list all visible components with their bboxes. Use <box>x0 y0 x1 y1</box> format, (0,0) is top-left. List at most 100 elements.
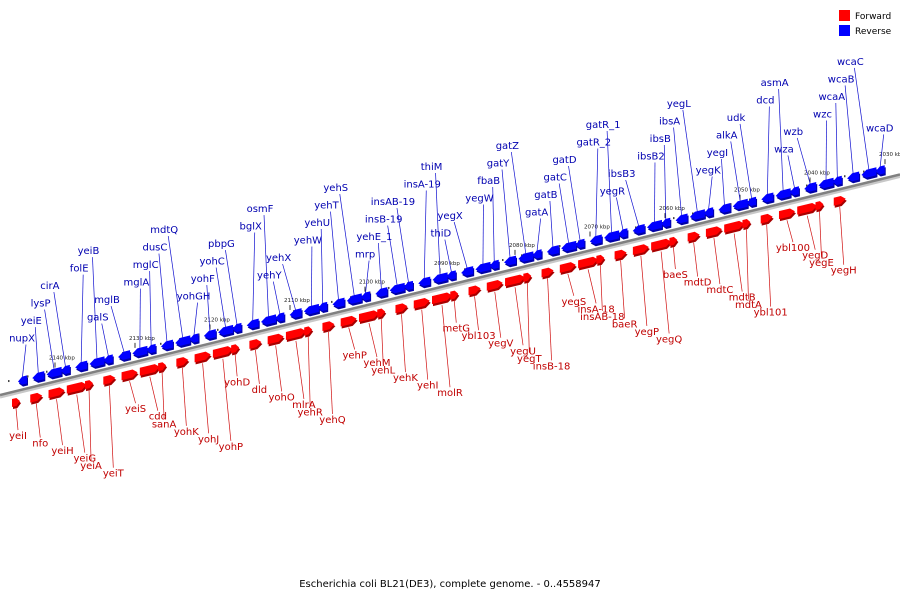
gene-label: asmA <box>761 78 789 89</box>
gene-arrow-wcaB <box>847 171 860 182</box>
gene-label: gatB <box>534 190 557 201</box>
gene-label: yeiH <box>51 446 73 457</box>
gene-label: ybl101 <box>754 308 788 319</box>
gene-arrow-mglB <box>118 350 131 360</box>
gene-label: molR <box>437 388 463 399</box>
gene-label: insA-19 <box>404 180 441 191</box>
axis-line <box>0 173 900 397</box>
gene-label: mdtD <box>684 278 712 289</box>
gene-label: alkA <box>716 130 738 141</box>
gene-label: yeiG <box>73 454 96 465</box>
gene-arrow-yeiG <box>66 381 87 394</box>
tick-label: 2070 kbp <box>584 224 610 230</box>
gene-label: yegE <box>809 258 834 269</box>
gene-label: yohGH <box>177 292 211 303</box>
gene-label: yegX <box>438 211 463 222</box>
gene-arrow-gatA <box>532 249 542 259</box>
genome-axis <box>0 173 900 399</box>
gene-label: yohP <box>219 442 243 453</box>
gene-arrow-baeS <box>669 236 678 246</box>
gene-arrow-insAB-19 <box>403 280 413 291</box>
gene-arrow-yehW <box>303 303 319 315</box>
gene-label: ybl103 <box>461 331 495 342</box>
gene-arrow-yegV <box>486 280 503 291</box>
legend-forward-swatch <box>839 10 850 21</box>
tick-label: 2120 kbp <box>204 318 230 324</box>
gene-arrow-yohF <box>203 329 216 339</box>
gene-label: pbpG <box>208 239 235 250</box>
gene-label: yeiB <box>78 246 100 257</box>
tick-label: 2140 kbp <box>49 356 75 362</box>
gene-arrow-galS <box>103 354 113 364</box>
gene-arrow-yegP <box>632 244 649 255</box>
gene-arrow-alkA <box>732 198 748 210</box>
gene-arrow-ybl100 <box>778 208 795 220</box>
gene-arrow-gatR_2 <box>589 234 602 245</box>
gene-arrow-yegD <box>797 203 818 215</box>
gene-label: wcaC <box>837 57 864 68</box>
gene-arrow-ybl101 <box>760 213 773 224</box>
gene-label: yehX <box>266 253 291 264</box>
gene-label: yehK <box>393 373 418 384</box>
legend: Forward Reverse <box>839 10 892 37</box>
gene-arrow-yegK <box>704 207 714 217</box>
gene-label: mrp <box>355 250 375 261</box>
gene-label: insB-18 <box>533 361 571 372</box>
gene-label: fbaB <box>477 176 500 187</box>
tick-label: 2060 kbp <box>659 206 685 212</box>
gene-arrow-metG <box>450 290 459 300</box>
gene-label: yehW <box>294 236 322 247</box>
gene-arrow-yohJ <box>194 351 211 363</box>
gene-arrow-molR <box>432 292 452 305</box>
gene-label: wzb <box>783 127 803 138</box>
gene-label: bglX <box>240 222 262 233</box>
gene-label: yohO <box>269 392 295 403</box>
gene-arrow-yehK <box>395 303 408 314</box>
gene-arrow-gatC <box>561 240 577 252</box>
gene-arrow-cdd <box>139 364 160 376</box>
gene-label: yegR <box>600 186 625 197</box>
gene-label: yehL <box>371 366 395 377</box>
gene-arrow-gatZ <box>518 251 534 262</box>
gene-arrow-yehI <box>413 297 430 309</box>
gene-label: mglA <box>124 278 150 289</box>
genome-caption: Escherichia coli BL21(DE3), complete gen… <box>299 579 601 590</box>
gene-arrow-yehL <box>377 308 386 318</box>
gene-label: yohC <box>199 257 224 268</box>
gene-arrow-wzb <box>804 182 817 192</box>
gene-arrow-mdtQ <box>175 335 191 346</box>
gene-label: yehY <box>257 271 282 282</box>
gene-arrow-yeiH <box>48 387 65 399</box>
gene-label: mdtA <box>735 300 762 311</box>
gene-label: mglB <box>94 295 120 306</box>
gene-label: yehM <box>363 358 390 369</box>
gene-arrow-insA-19 <box>418 276 431 287</box>
gene-arrow-mdtA <box>742 219 751 229</box>
gene-arrow-bglX <box>246 318 259 329</box>
gene-arrow-wcaA <box>832 175 842 185</box>
gene-arrow-yohC <box>218 324 234 336</box>
gene-arrow-ybl103 <box>468 285 481 296</box>
gene-arrow-dusC <box>160 339 173 350</box>
gene-arrow-yeiI <box>12 397 20 408</box>
gene-label: yehI <box>417 381 438 392</box>
gene-label: lysP <box>31 299 51 310</box>
gene-label: yegV <box>488 339 513 350</box>
gene-label: yeiE <box>21 316 42 327</box>
gene-label: yegI <box>707 148 728 159</box>
gene-label: mlrA <box>292 400 316 411</box>
tick-label: 2040 kbp <box>804 171 830 177</box>
gene-arrow-wza <box>789 186 799 196</box>
gene-arrow-yegH <box>833 196 846 206</box>
gene-arrow-wcaD <box>875 165 885 175</box>
gene-arrow-yehM <box>358 310 379 323</box>
gene-label: yehP <box>342 351 366 362</box>
tick-label: 2080 kbp <box>509 243 535 249</box>
gene-arrow-sanA <box>158 362 167 372</box>
gene-label: galS <box>87 313 109 324</box>
gene-arrow-yehR <box>304 326 313 336</box>
gene-label: baeS <box>663 270 688 281</box>
gene-arrow-yohP <box>212 346 233 358</box>
gene-arrow-yegS <box>559 262 576 273</box>
